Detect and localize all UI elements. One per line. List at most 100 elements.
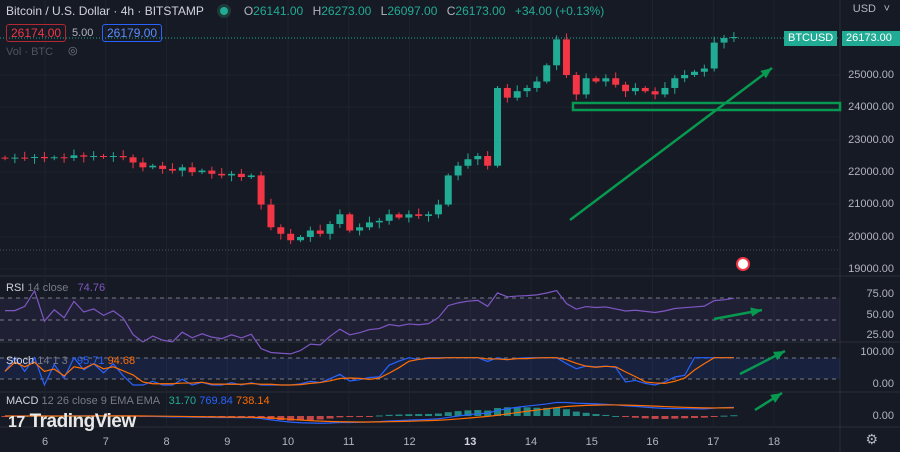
macd-histogram-bar xyxy=(553,407,561,416)
support-zone-rectangle xyxy=(571,101,842,112)
candle-body xyxy=(90,156,98,157)
macd-histogram-bar xyxy=(375,415,383,417)
rsi-value: 74.76 xyxy=(77,282,106,294)
macd-histogram-bar xyxy=(710,416,718,417)
price-axis-label: 21000.00 xyxy=(848,198,894,210)
candle-body xyxy=(691,71,698,75)
candle-body xyxy=(622,84,630,92)
candle-body xyxy=(1,157,9,159)
candle-body xyxy=(602,78,610,82)
candle-body xyxy=(31,156,39,158)
macd-histogram-bar xyxy=(306,416,314,421)
macd-histogram-bar xyxy=(681,416,689,419)
candle-body xyxy=(582,78,590,95)
rsi-band xyxy=(0,298,840,340)
candle-body xyxy=(228,173,236,176)
stoch-axis-100: 100.00 xyxy=(860,346,894,358)
time-axis-label: 9 xyxy=(224,436,231,448)
macd-label: MACD 12 26 close 9 EMA EMA 31.70 769.84 … xyxy=(6,395,270,408)
time-axis-label: 18 xyxy=(767,436,781,448)
rsi-name: RSI xyxy=(6,282,25,294)
stoch-d-value: 94.68 xyxy=(107,355,136,367)
settings-gear-icon[interactable]: ⚙ xyxy=(865,431,878,447)
rsi-line xyxy=(5,289,734,355)
currency-selector[interactable]: USD xyxy=(852,3,876,15)
time-axis-label: 10 xyxy=(281,436,295,448)
high-label: H xyxy=(312,4,322,18)
trend-arrow xyxy=(569,67,773,221)
candle-body xyxy=(700,68,708,72)
time-axis-label: 7 xyxy=(102,436,109,448)
candle-body xyxy=(720,38,728,43)
candle-body xyxy=(257,175,265,205)
candle-body xyxy=(671,78,679,88)
macd-hist-value: 31.70 xyxy=(168,395,197,407)
stoch-d-line xyxy=(4,357,734,386)
candle-body xyxy=(80,155,88,157)
time-axis-label: 8 xyxy=(163,436,170,448)
stoch-label: Stoch 14 1 3 95.71 94.68 xyxy=(6,355,135,367)
hide-eye-icon[interactable]: ◎ xyxy=(68,45,78,57)
macd-histogram-bar xyxy=(356,416,364,417)
time-axis-label: 6 xyxy=(41,436,49,448)
macd-histogram-bar xyxy=(385,414,393,416)
candle-body xyxy=(572,75,580,95)
candle-body xyxy=(60,157,68,159)
candle-body xyxy=(356,227,364,231)
price-axis-label: 23000.00 xyxy=(848,134,894,146)
macd-histogram-bar xyxy=(612,415,620,417)
candle-body xyxy=(533,81,541,88)
candle-body xyxy=(523,87,531,92)
macd-histogram-bar xyxy=(464,410,472,416)
rsi-axis-50: 50.00 xyxy=(866,309,894,321)
macd-histogram-bar xyxy=(277,416,285,421)
symbol-title[interactable]: Bitcoin / U.S. Dollar · 4h · BITSTAMP xyxy=(6,4,204,18)
buy-button[interactable]: 26179.00 xyxy=(102,24,163,42)
us-flag-event-icon[interactable] xyxy=(736,257,750,271)
ohlc-values: O26141.00 H26273.00 L26097.00 C26173.00 … xyxy=(244,4,610,18)
macd-histogram-bar xyxy=(425,413,433,416)
macd-histogram-bar xyxy=(316,416,324,420)
macd-histogram-bar xyxy=(336,416,344,418)
macd-arrow-head xyxy=(770,393,782,403)
stoch-params: 14 1 3 xyxy=(37,355,68,367)
candle-body xyxy=(365,222,373,228)
candle-body xyxy=(710,42,718,69)
candle-body xyxy=(50,157,58,159)
price-axis-label: 20000.00 xyxy=(848,231,894,243)
macd-histogram-bar xyxy=(622,416,630,418)
candle-body xyxy=(11,157,19,159)
macd-histogram-bar xyxy=(297,416,304,421)
candle-body xyxy=(316,230,324,234)
macd-histogram-bar xyxy=(592,414,600,416)
macd-name: MACD xyxy=(6,395,39,407)
time-axis-label: 16 xyxy=(646,436,659,448)
time-axis-label: 17 xyxy=(707,436,720,448)
candle-body xyxy=(237,173,245,178)
tradingview-logo[interactable]: 17 TradingView xyxy=(8,412,136,433)
macd-histogram-bar xyxy=(533,407,541,416)
volume-label: Vol · BTC xyxy=(6,46,54,58)
macd-histogram-bar xyxy=(572,411,580,416)
candle-body xyxy=(474,156,482,160)
candle-body xyxy=(149,165,157,168)
rsi-label: RSI 14 close 74.76 xyxy=(6,282,105,294)
candle-body xyxy=(129,157,137,163)
high-value: 26273.00 xyxy=(321,4,372,18)
candle-body xyxy=(326,224,334,234)
macd-histogram-bar xyxy=(513,407,521,416)
candle-body xyxy=(287,233,295,241)
candle-body xyxy=(592,78,600,82)
candle-body xyxy=(208,170,216,174)
sell-button[interactable]: 26174.00 xyxy=(6,24,67,42)
rsi-axis-25: 25.00 xyxy=(866,329,894,341)
candle-body xyxy=(218,173,226,176)
low-value: 26097.00 xyxy=(387,4,438,18)
candle-body xyxy=(503,87,511,98)
price-axis-label: 19000.00 xyxy=(848,263,894,275)
candle-body xyxy=(297,237,304,241)
macd-histogram-bar xyxy=(494,408,501,416)
chevron-down-icon: ˅ xyxy=(883,3,890,15)
macd-histogram-bar xyxy=(326,416,334,419)
